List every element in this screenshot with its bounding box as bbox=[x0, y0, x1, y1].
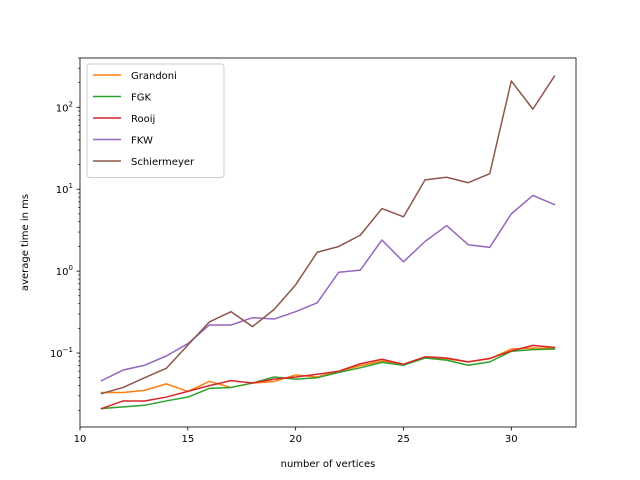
y-tick-label: 101 bbox=[56, 182, 73, 196]
x-tick-label: 30 bbox=[505, 434, 518, 445]
series-layer bbox=[100, 75, 556, 410]
plot-frame bbox=[79, 57, 577, 428]
series-line-fgk bbox=[100, 348, 556, 410]
x-axis: 10 15 20 25 30 bbox=[74, 427, 518, 445]
legend-label-fkw: FKW bbox=[131, 136, 153, 147]
x-tick-label: 15 bbox=[181, 434, 194, 445]
series-line-fkw bbox=[100, 194, 556, 382]
y-axis-label: average time in ms bbox=[20, 194, 31, 291]
x-tick-label: 25 bbox=[397, 434, 410, 445]
x-tick-label: 20 bbox=[289, 434, 302, 445]
y-axis: 10−1 100 101 102 bbox=[50, 57, 80, 411]
legend-label-fgk: FGK bbox=[131, 93, 152, 104]
y-tick-label: 100 bbox=[56, 264, 73, 278]
x-axis-label: number of vertices bbox=[281, 459, 376, 470]
series-line-schiermeyer bbox=[100, 75, 556, 395]
legend-label-rooij: Rooij bbox=[131, 114, 155, 125]
series-line-rooij bbox=[100, 344, 556, 410]
y-tick-label: 10−1 bbox=[50, 346, 73, 360]
legend-box bbox=[86, 63, 225, 178]
legend: Grandoni FGK Rooij FKW Schiermeyer bbox=[86, 63, 225, 178]
y-tick-label: 102 bbox=[56, 100, 73, 114]
legend-label-grandoni: Grandoni bbox=[131, 71, 177, 82]
x-tick-label: 10 bbox=[74, 434, 87, 445]
legend-label-schiermeyer: Schiermeyer bbox=[131, 157, 195, 168]
